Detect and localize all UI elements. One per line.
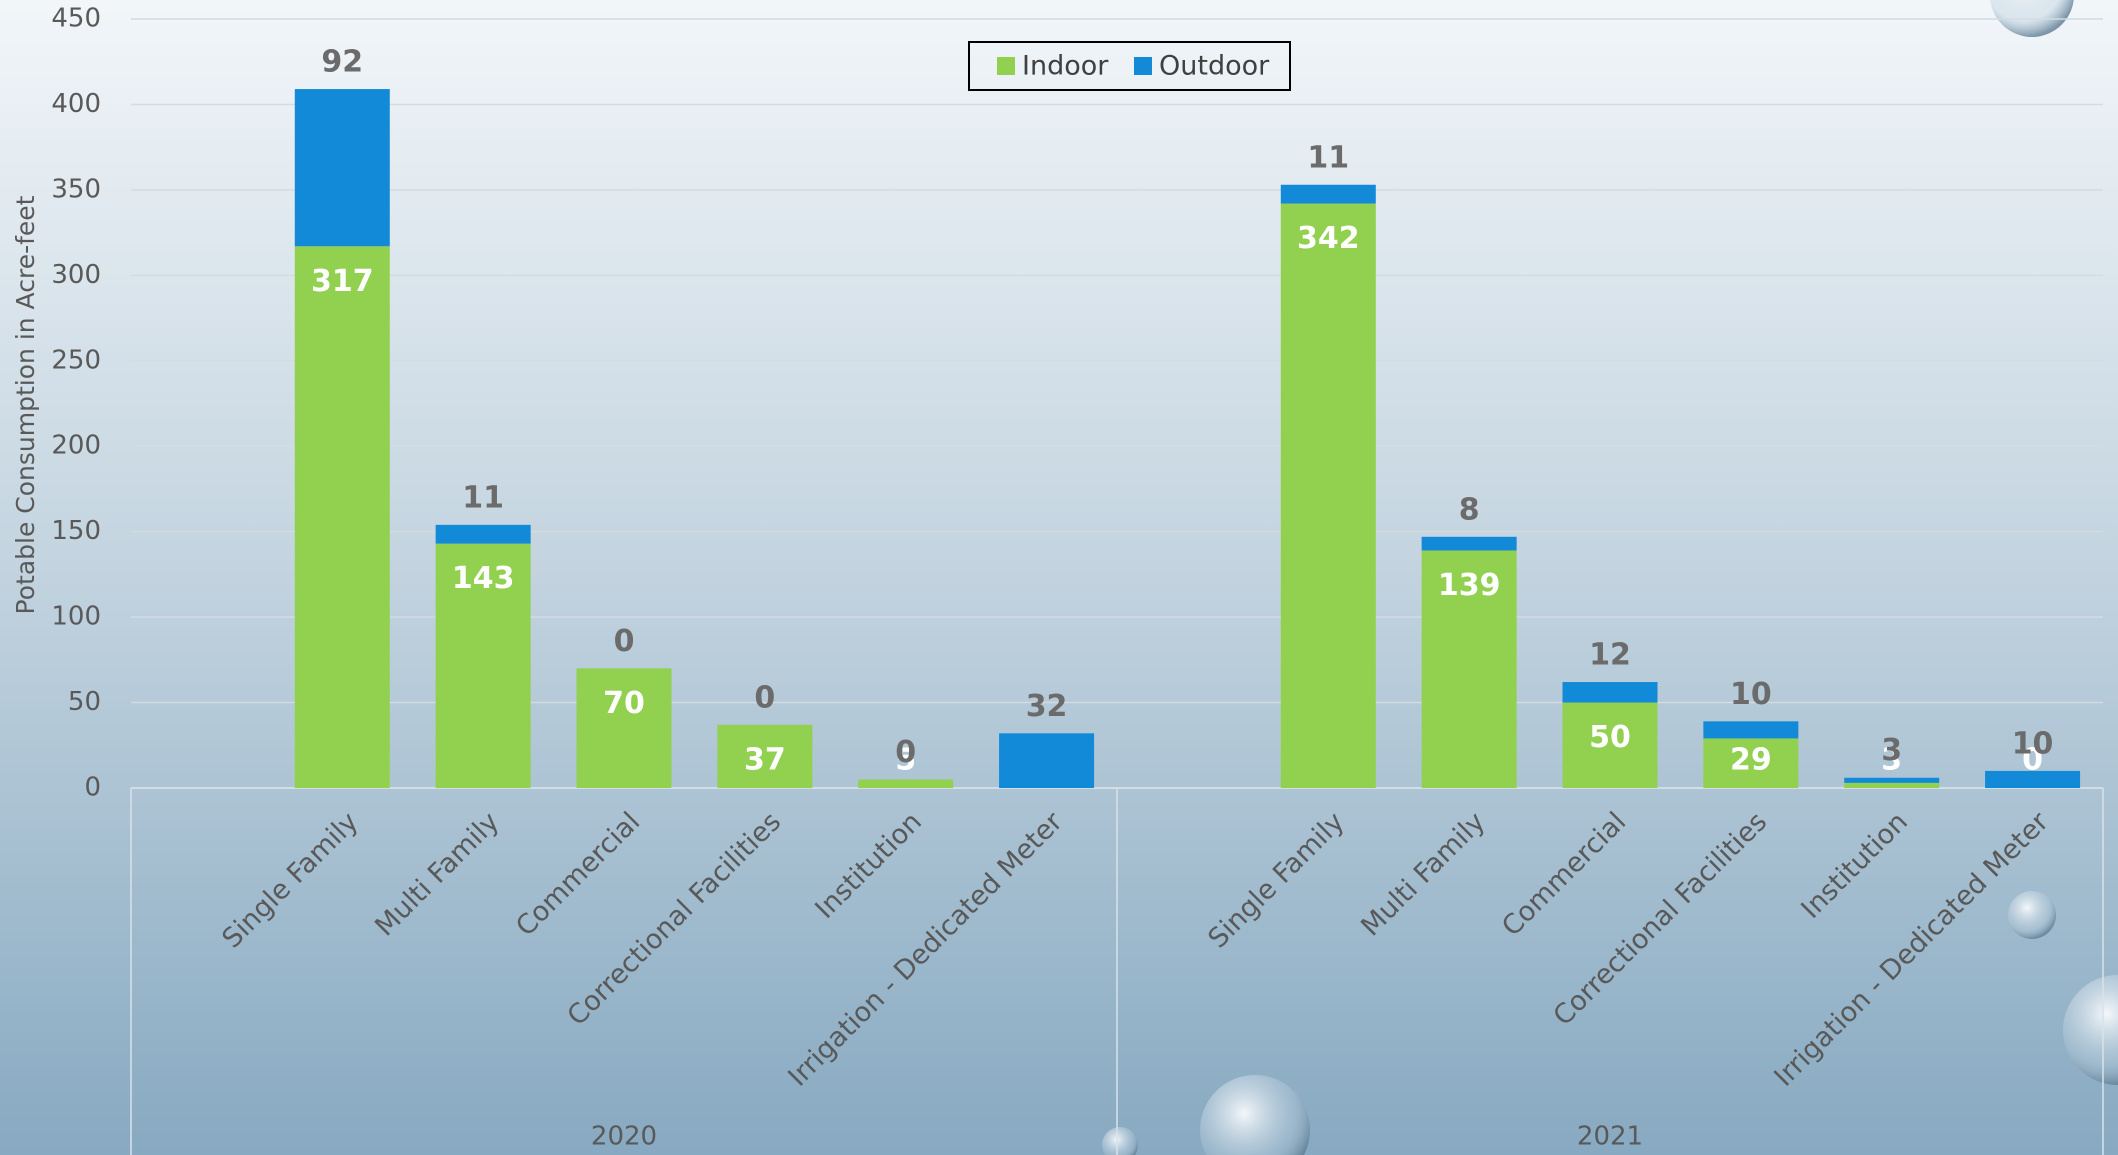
value-label: 0 <box>895 735 916 770</box>
group-label: 2020 <box>591 1122 657 1152</box>
bar-segment <box>1844 778 1939 783</box>
value-label: 50 <box>1589 720 1631 755</box>
bar-segment <box>999 733 1094 788</box>
bar-segment <box>436 525 531 544</box>
value-label: 37 <box>744 742 786 777</box>
value-label: 143 <box>452 561 515 596</box>
value-label: 70 <box>603 686 645 721</box>
bar-segment <box>1844 783 1939 788</box>
y-tick-label: 50 <box>68 687 101 717</box>
value-label: 29 <box>1730 743 1772 778</box>
bar-segment <box>295 89 390 246</box>
y-tick-label: 0 <box>84 773 101 803</box>
y-tick-label: 200 <box>51 431 101 461</box>
y-tick-label: 450 <box>51 4 101 34</box>
y-tick-label: 400 <box>51 89 101 119</box>
bar-segment <box>1422 537 1517 551</box>
value-label: 0 <box>754 680 775 715</box>
value-label: 8 <box>1459 492 1480 527</box>
chart: Potable Consumption in Acre-feet 0501001… <box>0 0 2118 1155</box>
value-label: 342 <box>1297 221 1360 256</box>
y-tick-label: 300 <box>51 260 101 290</box>
group-label: 2021 <box>1577 1122 1643 1152</box>
legend-swatch <box>997 57 1015 75</box>
value-label: 317 <box>311 264 374 299</box>
bar-segment <box>1563 682 1658 703</box>
y-tick-label: 250 <box>51 345 101 375</box>
bar-segment <box>858 779 953 788</box>
value-label: 10 <box>1730 677 1772 712</box>
value-label: 10 <box>2012 726 2054 761</box>
legend-label: Outdoor <box>1159 51 1270 82</box>
value-label: 11 <box>1307 140 1349 175</box>
page: Potable Consumption in Acre-feet 0501001… <box>0 0 2118 1155</box>
value-label: 11 <box>462 480 504 515</box>
bubble-decoration <box>2008 891 2056 939</box>
bar-segment <box>1703 721 1798 738</box>
value-label: 3 <box>1881 733 1902 768</box>
y-tick-label: 100 <box>51 602 101 632</box>
y-tick-label: 150 <box>51 516 101 546</box>
value-label: 32 <box>1026 689 1068 724</box>
value-label: 12 <box>1589 638 1631 673</box>
bar-segment <box>1281 204 1376 788</box>
value-label: 139 <box>1438 568 1501 603</box>
value-label: 0 <box>614 624 635 659</box>
bar-segment <box>1281 185 1376 204</box>
y-tick-label: 350 <box>51 174 101 204</box>
legend-swatch <box>1134 57 1152 75</box>
value-label: 92 <box>321 45 363 80</box>
bar-segment <box>1985 771 2080 788</box>
bar-segment <box>295 246 390 788</box>
legend-label: Indoor <box>1022 51 1109 82</box>
y-axis-title: Potable Consumption in Acre-feet <box>11 195 40 614</box>
